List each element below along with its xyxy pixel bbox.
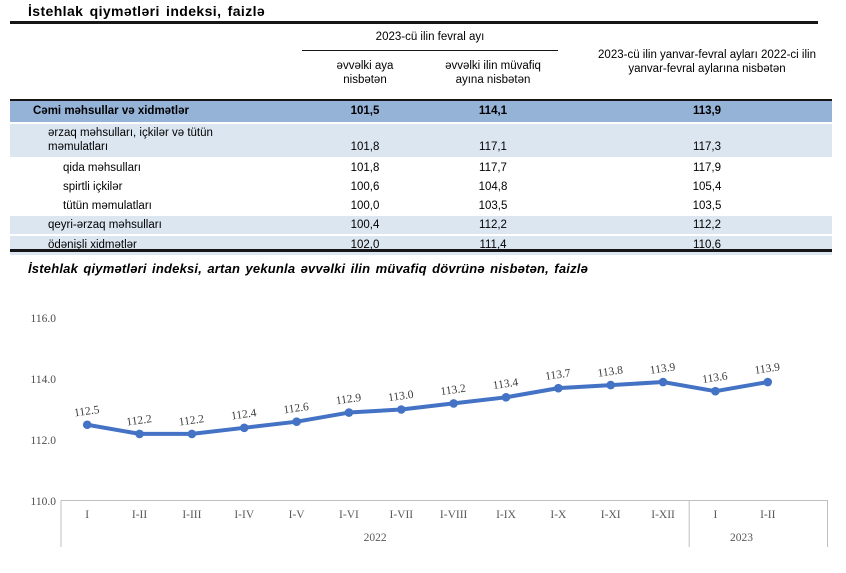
row-value: 101,5 [302, 99, 428, 124]
row-value: 100,0 [302, 196, 428, 216]
row-value: 113,9 [558, 99, 833, 124]
row-value: 111,4 [428, 235, 559, 257]
row-label: qeyri-ərzaq məhsulları [10, 215, 302, 237]
svg-text:I: I [85, 509, 89, 521]
svg-text:116.0: 116.0 [31, 313, 57, 325]
table-row: spirtli içkilər 100,6 104,8 105,4 [10, 177, 833, 197]
data-point-markers [82, 377, 773, 439]
svg-text:2022: 2022 [364, 532, 387, 544]
row-value: 117,3 [558, 123, 833, 159]
svg-text:113.0: 113.0 [387, 389, 414, 404]
page-title: İstehlak qiymətləri indeksi, faizlə [28, 3, 266, 19]
row-value: 103,5 [428, 196, 559, 216]
cpi-table-body: Cəmi məhsullar və xidmətlər 101,5 114,1 113… [10, 99, 833, 257]
row-value: 101,8 [302, 157, 428, 178]
svg-text:112.4: 112.4 [230, 407, 257, 422]
row-value: 117,7 [428, 157, 559, 178]
cpi-table-header: 2023-cü ilin fevral ayı 2023-cü ilin yan… [10, 25, 832, 100]
row-label: Cəmi məhsullar və xidmətlər [10, 99, 302, 124]
svg-text:113.8: 113.8 [597, 364, 624, 379]
x-axis-band [60, 500, 828, 547]
svg-text:113.6: 113.6 [702, 370, 729, 385]
svg-text:113.4: 113.4 [492, 377, 519, 392]
svg-text:I: I [713, 509, 717, 521]
row-label: qida məhsulları [10, 157, 302, 178]
svg-text:112.5: 112.5 [73, 404, 100, 419]
svg-text:112.6: 112.6 [283, 401, 310, 416]
row-value: 104,8 [428, 177, 559, 197]
column-group-february: 2023-cü ilin fevral ayı [302, 25, 559, 51]
svg-text:I-X: I-X [550, 509, 567, 521]
svg-text:113.2: 113.2 [440, 383, 467, 398]
cpi-table: 2023-cü ilin fevral ayı 2023-cü ilin yan… [10, 25, 833, 257]
table-row: Cəmi məhsullar və xidmətlər 101,5 114,1 113… [10, 99, 833, 124]
svg-text:I-II: I-II [760, 509, 775, 521]
row-value: 117,1 [428, 123, 559, 159]
title-divider [10, 21, 818, 24]
table-row: qeyri-ərzaq məhsulları 100,4 112,2 112,2 [10, 215, 833, 237]
svg-text:I-VI: I-VI [339, 509, 359, 521]
svg-text:I-XI: I-XI [601, 509, 621, 521]
row-value: 105,4 [558, 177, 833, 197]
column-group-jan-feb: 2023-cü ilin yanvar-fevral ayları 2022-c… [598, 48, 816, 75]
row-label: ödənişli xidmətlər [10, 235, 302, 257]
row-label: spirtli içkilər [10, 177, 302, 197]
svg-text:I-VII: I-VII [389, 509, 413, 521]
row-value: 117,9 [558, 157, 833, 178]
column-header-vs-prev-month: əvvəlki aya nisbətən [336, 59, 394, 86]
svg-text:I-XII: I-XII [651, 509, 675, 521]
svg-text:113.7: 113.7 [544, 367, 571, 382]
svg-text:I-IV: I-IV [234, 509, 254, 521]
svg-text:113.9: 113.9 [754, 361, 781, 376]
row-value: 100,6 [302, 177, 428, 197]
svg-text:112.9: 112.9 [335, 392, 362, 407]
row-label: ərzaq məhsulları, içkilər və tütün məmul… [10, 123, 302, 159]
svg-text:I-V: I-V [289, 509, 306, 521]
data-point-labels: 112.5 112.2 112.2 112.4 112.6 112.9 113.0 113.2… [73, 361, 781, 428]
svg-text:I-III: I-III [182, 509, 201, 521]
chart-title: İstehlak qiymətləri indeksi, artan yekun… [28, 261, 589, 276]
svg-text:114.0: 114.0 [31, 374, 57, 386]
table-row: ödənişli xidmətlər 102,0 111,4 110,6 [10, 235, 833, 257]
svg-text:110.0: 110.0 [31, 496, 57, 508]
table-bottom-divider [10, 249, 832, 252]
svg-text:I-IX: I-IX [496, 509, 516, 521]
empty-corner-cell [10, 25, 302, 100]
svg-text:112.2: 112.2 [178, 413, 205, 428]
data-series-line [85, 380, 770, 436]
y-axis-labels: 110.0 112.0 114.0 116.0 [31, 313, 57, 508]
row-label: tütün məmulatları [10, 196, 302, 216]
svg-text:I-II: I-II [132, 509, 147, 521]
table-row: tütün məmulatları 100,0 103,5 103,5 [10, 196, 833, 216]
row-value: 100,4 [302, 215, 428, 237]
svg-text:112.2: 112.2 [126, 413, 153, 428]
svg-text:I-VIII: I-VIII [440, 509, 468, 521]
row-value: 112,2 [558, 215, 833, 237]
x-axis-labels: I I-II I-III I-IV I-V I-VI I-VII I-VIII I-IX I-X I… [85, 509, 775, 544]
row-value: 101,8 [302, 123, 428, 159]
svg-text:112.0: 112.0 [31, 435, 57, 447]
row-value: 112,2 [428, 215, 559, 237]
table-row: ərzaq məhsulları, içkilər və tütün məmul… [10, 123, 833, 159]
row-value: 103,5 [558, 196, 833, 216]
column-header-vs-same-month-prev-year: əvvəlki ilin müvafiq ayına nisbətən [445, 59, 541, 86]
row-value: 102,0 [302, 235, 428, 257]
row-value: 110,6 [558, 235, 833, 257]
row-value: 114,1 [428, 99, 559, 124]
table-row: qida məhsulları 101,8 117,7 117,9 [10, 157, 833, 178]
svg-text:113.9: 113.9 [649, 361, 676, 376]
svg-text:2023: 2023 [730, 532, 753, 544]
